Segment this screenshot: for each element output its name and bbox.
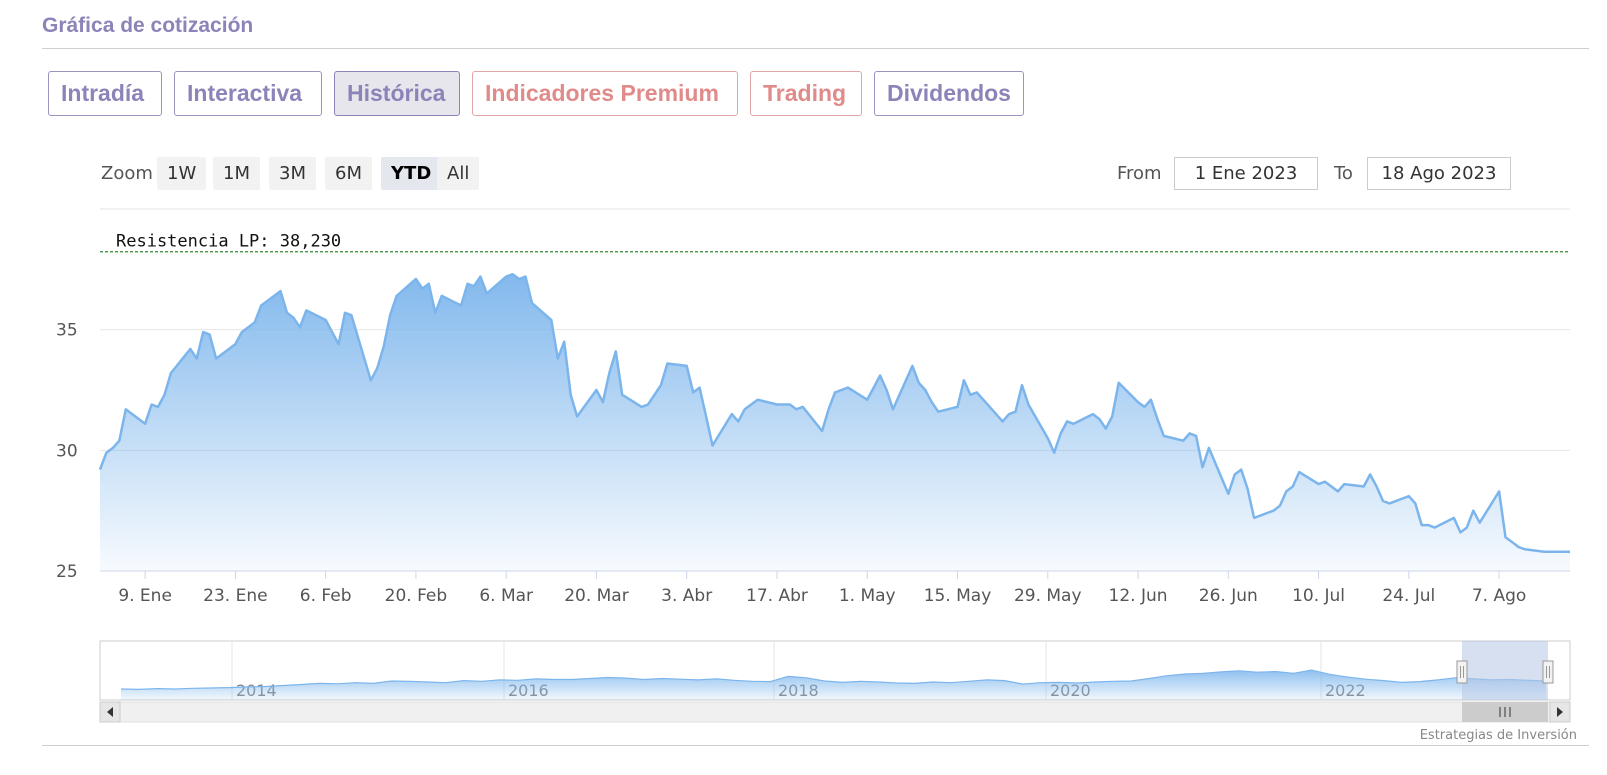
footer-divider — [42, 745, 1589, 746]
navigator-selection[interactable] — [1462, 641, 1548, 700]
y-tick-label: 35 — [56, 321, 78, 341]
x-tick-label: 29. May — [1014, 586, 1082, 606]
tab-interactiva[interactable]: Interactiva — [174, 71, 322, 116]
x-tick-label: 6. Mar — [479, 586, 533, 606]
scroll-left-arrow-icon — [107, 707, 113, 717]
tab-dividendos[interactable]: Dividendos — [874, 71, 1024, 116]
range-from-label: From — [1117, 163, 1162, 184]
scrollbar-track[interactable] — [99, 701, 1571, 723]
x-tick-label: 24. Jul — [1382, 586, 1435, 606]
x-tick-label: 12. Jun — [1109, 586, 1168, 606]
tab-intradia[interactable]: Intradía — [48, 71, 162, 116]
zoom-ytd-button[interactable]: YTD — [381, 157, 442, 190]
zoom-1m-button[interactable]: 1M — [213, 157, 260, 190]
range-to-label: To — [1334, 163, 1353, 184]
x-tick-label: 15. May — [924, 586, 992, 606]
price-area — [100, 274, 1570, 571]
navigator-area — [121, 670, 1546, 700]
credits: Estrategias de Inversión — [1419, 728, 1577, 743]
x-tick-label: 6. Feb — [300, 586, 352, 606]
y-tick-label: 25 — [56, 562, 78, 582]
zoom-all-button[interactable]: All — [437, 157, 480, 190]
x-tick-label: 23. Ene — [203, 586, 267, 606]
scroll-right-arrow-icon — [1557, 707, 1563, 717]
tab-trading[interactable]: Trading — [750, 71, 862, 116]
x-tick-label: 1. May — [839, 586, 896, 606]
x-tick-label: 3. Abr — [661, 586, 712, 606]
x-tick-label: 9. Ene — [118, 586, 172, 606]
tab-indicadores-premium[interactable]: Indicadores Premium — [472, 71, 738, 116]
navigator-line — [120, 669, 1547, 691]
zoom-label: Zoom — [101, 163, 153, 184]
price-line — [98, 272, 1570, 553]
range-from-input[interactable]: 1 Ene 2023 — [1174, 157, 1318, 190]
x-tick-label: 7. Ago — [1472, 586, 1526, 606]
resistance-label: Resistencia LP: 38,230 — [116, 232, 341, 252]
range-to-input[interactable]: 18 Ago 2023 — [1367, 157, 1511, 190]
x-tick-label: 20. Mar — [564, 586, 629, 606]
panel-title: Gráfica de cotización — [42, 14, 254, 37]
y-tick-label: 30 — [56, 441, 78, 461]
tab-historica[interactable]: Histórica — [334, 71, 460, 116]
navigator-handle[interactable] — [1542, 660, 1554, 684]
x-tick-label: 17. Abr — [746, 586, 808, 606]
x-tick-label: 20. Feb — [385, 586, 448, 606]
x-tick-label: 26. Jun — [1199, 586, 1258, 606]
zoom-6m-button[interactable]: 6M — [325, 157, 372, 190]
x-tick-label: 10. Jul — [1292, 586, 1345, 606]
navigator-handle[interactable] — [1456, 660, 1468, 684]
zoom-3m-button[interactable]: 3M — [269, 157, 316, 190]
zoom-1w-button[interactable]: 1W — [157, 157, 207, 190]
title-divider — [42, 48, 1589, 49]
